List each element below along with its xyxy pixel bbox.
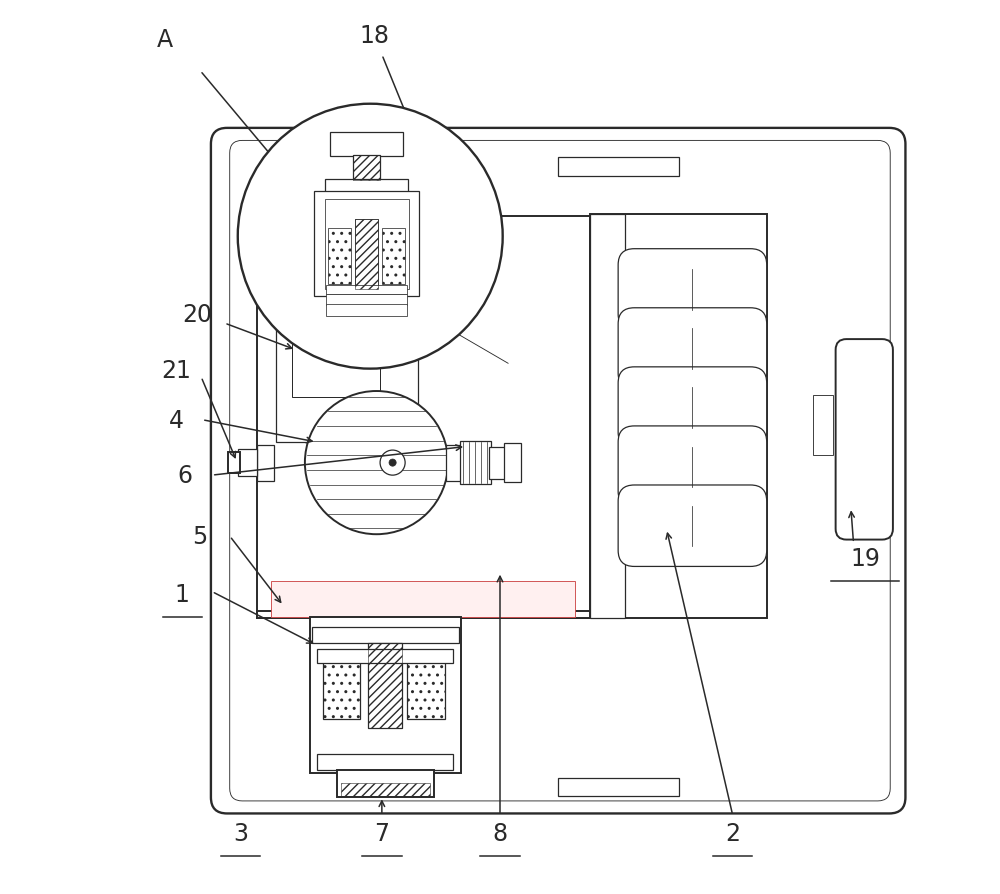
Bar [489,447,505,479]
Bar [312,628,459,644]
Text: 4: 4 [169,409,184,432]
FancyBboxPatch shape [618,249,767,331]
Bar [325,180,408,194]
Bar [813,395,833,456]
Bar [558,778,679,796]
Bar [355,220,378,290]
Bar [325,200,409,290]
Bar [337,771,434,797]
Bar [368,643,402,728]
Bar [382,229,405,284]
Bar [590,215,767,619]
Text: A: A [156,29,172,52]
FancyBboxPatch shape [618,367,767,449]
Bar [353,156,380,181]
Bar [558,157,679,177]
Bar [460,442,491,485]
Bar [310,617,461,773]
Bar [330,133,403,156]
Bar [368,643,402,728]
Text: 5: 5 [193,525,208,548]
Text: 18: 18 [360,24,390,47]
Bar [257,445,274,481]
Circle shape [305,392,448,535]
Bar [317,755,453,771]
FancyBboxPatch shape [618,485,767,567]
Bar [590,215,625,619]
Bar [328,229,351,284]
Bar [323,659,360,720]
Bar [292,282,380,398]
Text: 21: 21 [161,359,191,383]
Bar [326,305,407,316]
Text: 1: 1 [175,583,190,606]
Bar [238,450,257,477]
Bar [326,286,407,295]
Text: 6: 6 [177,464,192,487]
Circle shape [238,105,503,369]
Bar [317,649,453,663]
Bar [446,445,462,481]
Bar [407,659,445,720]
Circle shape [389,460,396,467]
Bar [341,783,430,796]
Bar [353,156,380,181]
Text: 7: 7 [374,822,389,845]
FancyBboxPatch shape [211,129,905,814]
Bar [326,295,407,306]
Text: 8: 8 [492,822,508,845]
Text: 2: 2 [725,822,740,845]
Bar [314,191,419,297]
Bar [355,220,378,290]
Bar [228,452,240,474]
Bar [257,216,590,619]
FancyBboxPatch shape [618,308,767,390]
Text: 19: 19 [850,547,880,570]
FancyBboxPatch shape [618,426,767,508]
Text: 3: 3 [233,822,248,845]
Text: 20: 20 [182,303,212,326]
Bar [276,246,418,443]
Bar [271,581,575,617]
Bar [257,611,590,619]
FancyBboxPatch shape [836,340,893,540]
Bar [504,443,521,483]
Circle shape [380,451,405,476]
